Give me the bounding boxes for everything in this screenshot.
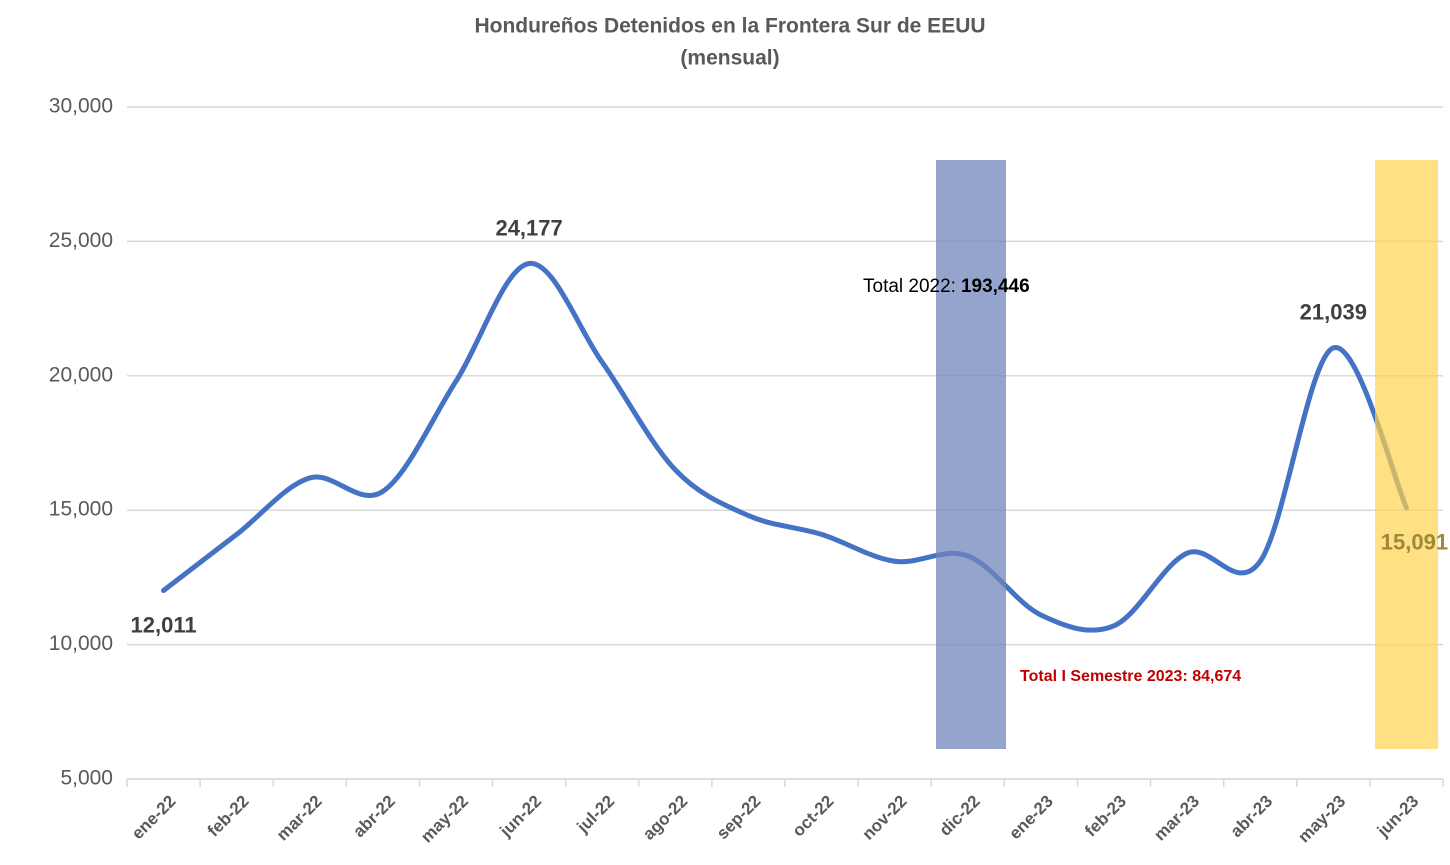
annotation-text: Total 2022: (863, 276, 956, 297)
lines (161, 261, 1409, 633)
x-tick-label: feb-23 (1081, 792, 1130, 841)
data-label: 12,011 (131, 612, 197, 637)
x-tick-label: abr-23 (1227, 792, 1277, 842)
x-tick-label: ene-22 (128, 792, 180, 844)
annotation-value: 193,446 (961, 276, 1030, 297)
x-tick-label: feb-22 (204, 792, 253, 841)
highlight-band (1375, 160, 1438, 749)
x-tick-label: may-23 (1294, 792, 1349, 847)
x-tick-label: nov-22 (858, 792, 910, 844)
x-tick-label: mar-23 (1150, 792, 1203, 845)
highlight-band (936, 160, 1006, 749)
x-tick-label: sep-22 (713, 792, 765, 844)
x-tick-label: jun-23 (1373, 792, 1423, 842)
x-tick-label: ene-23 (1005, 792, 1057, 844)
x-tick-label: jul-22 (573, 792, 619, 838)
data-label: 24,177 (495, 215, 562, 240)
x-tick-label: ago-22 (639, 792, 691, 844)
x-tick-label: dic-22 (936, 792, 984, 840)
annotation: Total 2022: 193,446 (863, 276, 1030, 297)
data-label: 21,039 (1300, 300, 1367, 325)
labels: 12,011 24,177 21,039 15,091 (131, 215, 1449, 637)
y-tick-label: 20,000 (49, 363, 113, 386)
chart-title: Hondureños Detenidos en la Frontera Sur … (474, 15, 985, 38)
data-label: 15,091 (1381, 530, 1448, 555)
x-tick-label: oct-22 (789, 792, 838, 841)
y-tick-label: 5,000 (60, 767, 113, 790)
y-tick-label: 15,000 (49, 498, 113, 521)
grid: 5,000 10,000 15,000 20,000 25,000 30,000 ene-2… (49, 95, 1444, 847)
y-tick-label: 25,000 (49, 229, 113, 252)
x-tick-label: abr-22 (349, 792, 399, 842)
y-tick-label: 10,000 (49, 632, 113, 655)
line-series (161, 261, 1409, 633)
x-tick-label: may-22 (417, 792, 472, 847)
annotation: Total I Semestre 2023: 84,674 (1020, 668, 1241, 685)
y-tick-label: 30,000 (49, 95, 113, 118)
x-tick-label: jun-22 (496, 792, 546, 842)
chart-subtitle: (mensual) (680, 47, 779, 70)
x-tick-label: mar-22 (273, 792, 326, 845)
